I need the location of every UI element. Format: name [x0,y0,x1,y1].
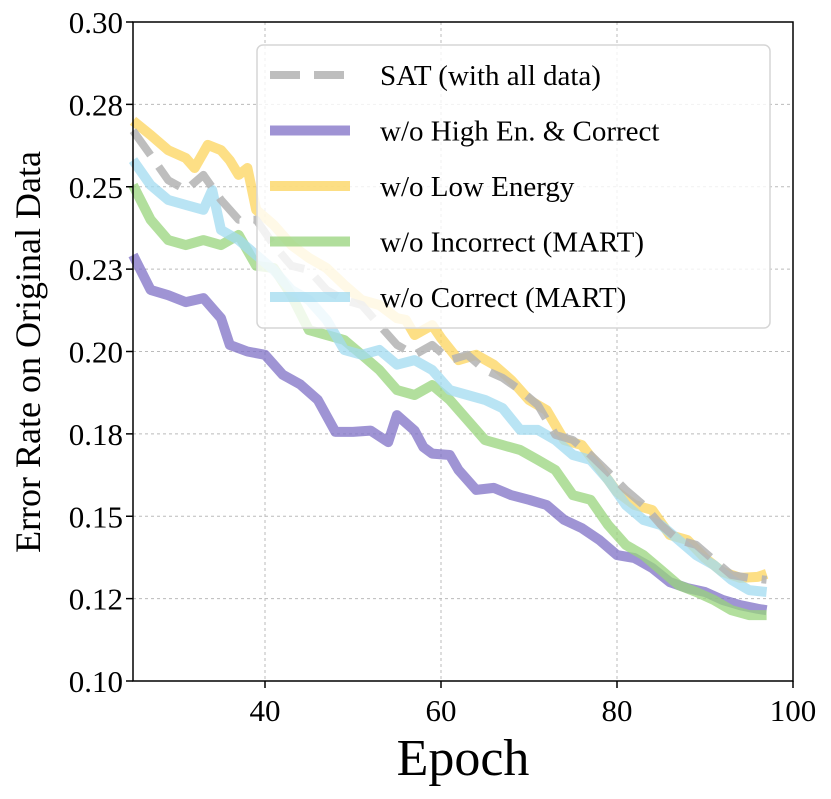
y-tick-label: 0.12 [69,582,123,617]
y-tick-label: 0.25 [69,170,123,205]
x-tick-label: 80 [602,693,633,728]
y-tick-label: 0.15 [69,499,123,534]
series-line-0 [129,128,768,584]
x-tick-label: 60 [426,693,457,728]
legend-label-2: w/o Low Energy [380,171,575,203]
series-lines [128,116,769,621]
legend-label-3: w/o Incorrect (MART) [380,227,644,259]
legend-label-0: SAT (with all data) [380,60,601,92]
y-tick-label: 0.18 [69,417,123,452]
y-tick-label: 0.10 [69,664,123,699]
y-tick-label: 0.23 [69,252,123,287]
legend-label-4: w/o Correct (MART) [380,282,626,314]
y-tick-label: 0.30 [69,5,123,40]
x-axis-label: Epoch [397,730,530,787]
ticks: 40 60 80 100 0.10 0.12 0.15 0.18 0.20 0.23 0.25 0.2… [69,5,817,728]
x-tick-label: 40 [250,693,281,728]
legend-label-1: w/o High En. & Correct [380,116,659,148]
x-tick-label: 100 [770,693,817,728]
y-axis-label: Error Rate on Original Data [8,151,48,553]
legend: SAT (with all data) w/o High En. & Correc… [256,44,771,329]
legend-box [256,44,771,329]
y-tick-label: 0.20 [69,335,123,370]
y-tick-label: 0.28 [69,87,123,122]
